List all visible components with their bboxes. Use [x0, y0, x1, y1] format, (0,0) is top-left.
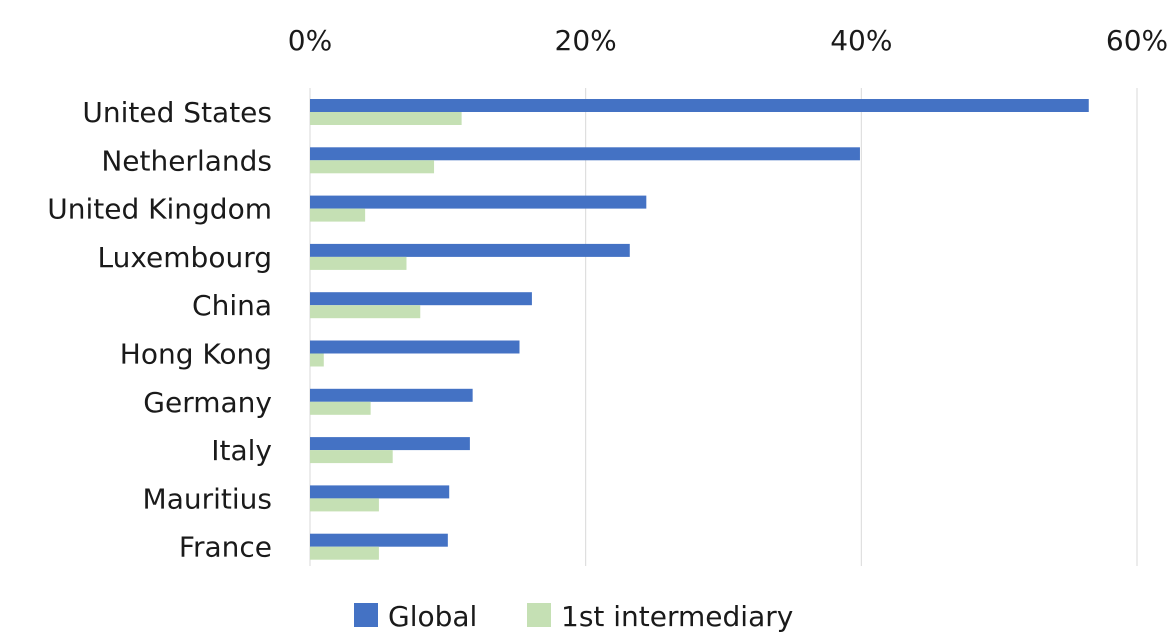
x-axis-tick-labels: 0% 20% 40% 60%: [288, 24, 1168, 57]
bar-first-intermediary: [310, 256, 407, 270]
category-labels: United States Netherlands United Kingdom Lu…: [47, 96, 272, 564]
x-tick-label: 0%: [288, 24, 332, 57]
bar-global: [310, 388, 473, 402]
bar-global: [310, 147, 860, 161]
category-label: Italy: [211, 434, 272, 467]
legend-swatch: [354, 603, 378, 627]
category-label: France: [179, 531, 272, 564]
x-tick-label: 60%: [1106, 24, 1168, 57]
bar-first-intermediary: [310, 160, 435, 174]
x-tick-label: 20%: [555, 24, 617, 57]
bars: [310, 99, 1089, 560]
bar-global: [310, 243, 630, 257]
bar-first-intermediary: [310, 112, 462, 125]
legend-label: Global: [388, 600, 477, 633]
bar-first-intermediary: [310, 450, 393, 464]
category-label: Luxembourg: [97, 241, 272, 274]
category-label: Hong Kong: [120, 338, 272, 371]
category-label: Mauritius: [143, 482, 272, 515]
bar-global: [310, 437, 470, 451]
bar-first-intermediary: [310, 305, 421, 319]
bar-first-intermediary: [310, 401, 371, 415]
bar-global: [310, 340, 520, 354]
legend-swatch: [527, 603, 551, 627]
bar-global: [310, 195, 647, 209]
legend-label: 1st intermediary: [561, 600, 793, 633]
bar-first-intermediary: [310, 208, 366, 222]
bar-first-intermediary: [310, 546, 379, 560]
category-label: United States: [82, 96, 272, 129]
bar-global: [310, 533, 448, 547]
bar-first-intermediary: [310, 498, 379, 512]
bar-global: [310, 485, 450, 499]
bar-global: [310, 99, 1089, 112]
bar-global: [310, 292, 532, 306]
category-label: United Kingdom: [47, 193, 272, 226]
category-label: Netherlands: [101, 144, 272, 177]
legend: Global 1st intermediary: [354, 600, 793, 633]
x-tick-label: 40%: [830, 24, 892, 57]
category-label: Germany: [143, 386, 272, 419]
bar-first-intermediary: [310, 353, 324, 367]
category-label: China: [192, 289, 272, 322]
